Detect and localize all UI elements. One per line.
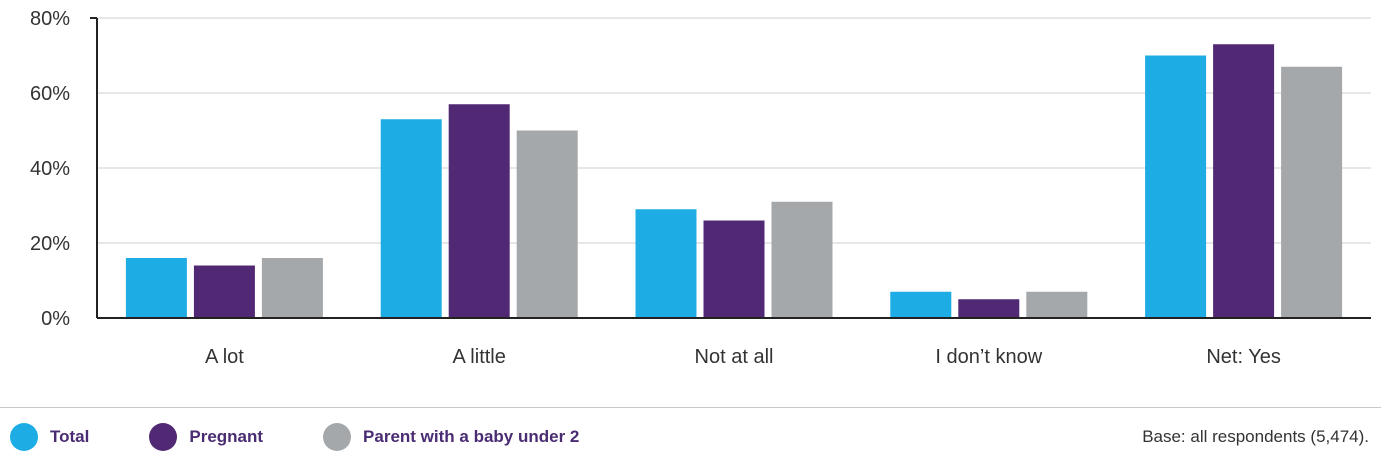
legend-item-parent: Parent with a baby under 2 [323, 423, 579, 451]
base-note: Base: all respondents (5,474). [1142, 427, 1369, 446]
x-category-label: Net: Yes [1206, 346, 1281, 368]
bar [516, 130, 578, 318]
bar [1281, 66, 1343, 318]
bar [125, 258, 187, 318]
bars [125, 44, 1343, 318]
legend: Total Pregnant Parent with a baby under … [10, 423, 639, 451]
y-tick-label: 60% [30, 83, 70, 105]
x-category-label: A lot [205, 346, 244, 368]
bar [380, 119, 442, 318]
bar [193, 265, 255, 318]
bar [771, 201, 833, 318]
y-tick-label: 80% [30, 8, 70, 30]
bar [261, 258, 323, 318]
bar [448, 104, 510, 318]
bar [958, 299, 1020, 318]
y-tick-label: 0% [41, 308, 70, 330]
x-axis-labels: A lot A little Not at all I don’t know Net: … [205, 346, 1281, 368]
x-category-label: I don’t know [935, 346, 1042, 368]
legend-swatch-pregnant [149, 423, 178, 451]
x-category-label: Not at all [695, 346, 774, 368]
bar [890, 291, 952, 318]
y-axis-ticks: 0% 20% 40% 60% 80% [30, 8, 70, 330]
legend-divider [0, 407, 1381, 408]
axes [90, 17, 1371, 319]
legend-item-total: Total [10, 423, 89, 451]
bar [635, 209, 697, 318]
legend-swatch-parent [323, 423, 352, 451]
bar [703, 220, 765, 318]
legend-label-parent: Parent with a baby under 2 [363, 427, 580, 446]
legend-label-total: Total [50, 427, 90, 446]
bar [1026, 291, 1088, 318]
x-category-label: A little [453, 346, 506, 368]
bar [1145, 55, 1207, 318]
legend-item-pregnant: Pregnant [149, 423, 263, 451]
legend-label-pregnant: Pregnant [189, 427, 264, 446]
bar-chart: 0% 20% 40% 60% 80% A lot A little Not at all I … [30, 8, 1371, 368]
bar [1213, 44, 1275, 318]
y-tick-label: 20% [30, 233, 70, 255]
legend-swatch-total [10, 423, 38, 451]
y-tick-label: 40% [30, 158, 70, 180]
